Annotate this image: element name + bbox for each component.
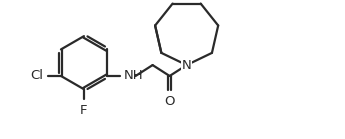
Text: O: O [164, 95, 175, 108]
Text: NH: NH [123, 70, 143, 82]
Text: N: N [182, 59, 191, 72]
Text: F: F [80, 104, 88, 117]
Text: Cl: Cl [30, 70, 43, 82]
